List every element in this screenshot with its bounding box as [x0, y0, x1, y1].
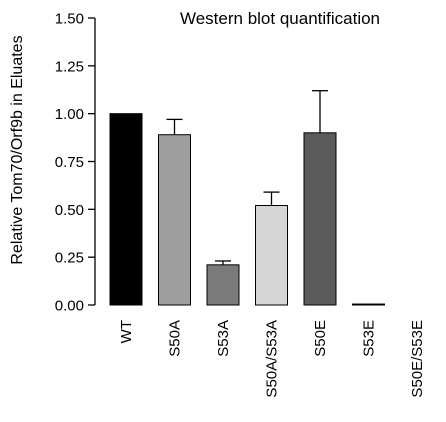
bar — [303, 132, 337, 306]
bar — [206, 264, 240, 306]
x-tick-label: WT — [118, 320, 135, 343]
chart-title: Western blot quantification — [180, 9, 380, 28]
y-axis-label: Relative Tom70/Orf9b in Eluates — [9, 35, 26, 264]
x-tick-label: S53A — [215, 320, 232, 357]
x-tick-label: S50A/S53A — [264, 320, 281, 398]
y-ticks: 0.00 0.25 0.50 0.75 1.00 1.25 1.50 — [55, 11, 95, 315]
y-tick-label: 1.25 — [55, 58, 84, 75]
bar — [352, 303, 385, 306]
x-tick-label: S53E — [361, 320, 378, 357]
y-tick-label: 1.00 — [55, 106, 84, 123]
bar — [109, 113, 143, 306]
error-bars — [166, 90, 328, 265]
bars — [109, 113, 385, 306]
y-tick-label: 0.75 — [55, 154, 84, 171]
bar — [158, 134, 191, 306]
y-tick-label: 0.50 — [55, 202, 84, 219]
y-tick-label: 0.25 — [55, 250, 84, 267]
y-tick-label: 0.00 — [55, 298, 84, 315]
x-tick-label: S50A — [167, 320, 184, 357]
x-tick-labels: WT S50A S53A S50A/S53A S50E S53E S50E/S53E — [118, 320, 426, 398]
x-tick-label: S50E — [312, 320, 329, 357]
bar — [255, 205, 288, 306]
x-tick-label: S50E/S53E — [409, 320, 426, 398]
y-tick-label: 1.50 — [55, 11, 84, 28]
